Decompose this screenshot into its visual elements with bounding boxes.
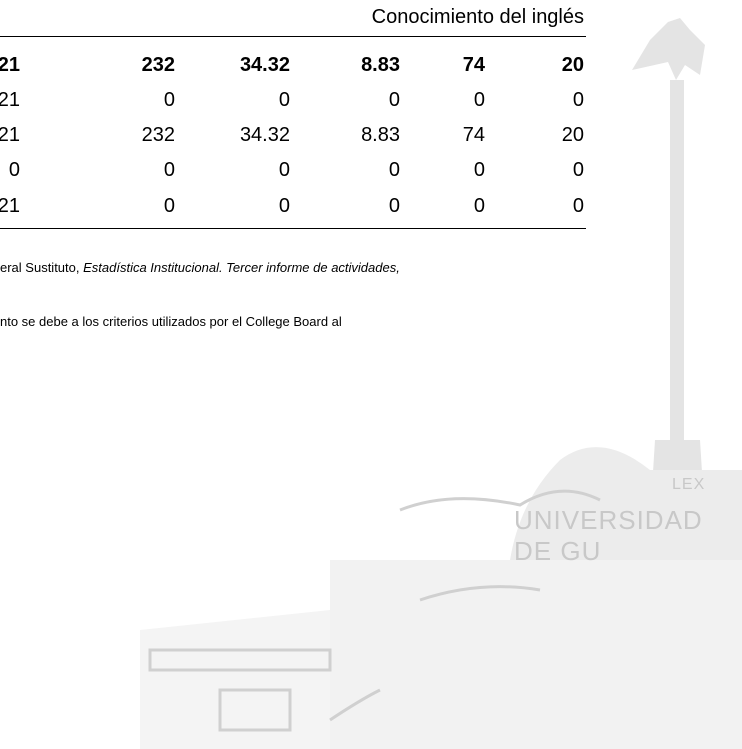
table-row: 21 232 34.32 8.83 74 20 [0,54,586,88]
source-title: Estadística Institucional. Tercer inform… [83,260,400,275]
table-cell: 0 [572,195,584,217]
table-cell: 0 [278,159,290,181]
table-cell: 0 [473,89,485,111]
table-cell: 232 [141,54,175,76]
table-cell: 0 [163,195,175,217]
table-cell: 8.83 [361,124,400,146]
table-cell: 74 [462,124,485,146]
table-cell: 21 [0,89,20,111]
table-cell: 74 [462,54,485,76]
table-cell: 0 [278,195,290,217]
watermark-motto: LEX [672,476,706,493]
column-group-header: Conocimiento del inglés [371,6,584,28]
table-cell: 0 [388,89,400,111]
table-row: 0 0 0 0 0 0 [0,159,586,193]
table-cell: 0 [388,159,400,181]
table-row: 21 0 0 0 0 0 [0,89,586,123]
watermark-name: UNIVERSIDAD DE GU [514,505,703,566]
table-cell: 0 [163,159,175,181]
source-note: eral Sustituto, Estadística Instituciona… [0,260,400,275]
table-cell: 34.32 [239,54,290,76]
table-cell: 0 [8,159,20,181]
table-cell: 20 [561,124,584,146]
table-cell: 0 [473,195,485,217]
table-cell: 232 [141,124,175,146]
table-cell: 0 [163,89,175,111]
table-cell: 0 [278,89,290,111]
table-cell: 8.83 [361,54,400,76]
table-row: 21 232 34.32 8.83 74 20 [0,124,586,158]
table-cell: 20 [561,54,584,76]
table-cell: 21 [0,124,20,146]
footnote: nto se debe a los criterios utilizados p… [0,314,342,329]
table-cell: 0 [572,159,584,181]
table-cell: 21 [0,195,20,217]
table-cell: 0 [473,159,485,181]
top-rule [0,36,586,37]
bottom-rule [0,228,586,229]
table-cell: 0 [388,195,400,217]
table-cell: 21 [0,54,20,76]
table-cell: 0 [572,89,584,111]
source-text: eral Sustituto, [0,260,84,275]
table-cell: 34.32 [239,124,290,146]
table-row: 21 0 0 0 0 0 [0,195,586,229]
